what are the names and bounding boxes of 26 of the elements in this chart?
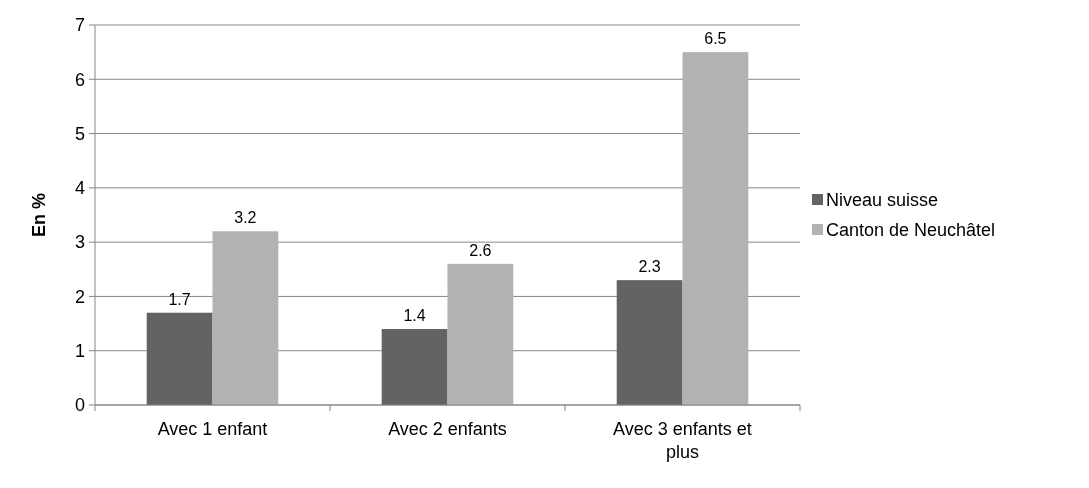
y-tick-label: 5 xyxy=(74,123,85,144)
data-label: 1.7 xyxy=(168,290,191,308)
x-tick-label: Avec 2 enfants xyxy=(388,419,507,439)
x-tick-label: Avec 3 enfants et plus xyxy=(613,419,752,462)
data-label: 6.5 xyxy=(704,30,727,48)
y-tick-label: 6 xyxy=(74,69,85,90)
bar xyxy=(212,231,279,405)
data-label: 2.3 xyxy=(638,258,661,276)
x-tick-label: Avec 1 enfant xyxy=(157,419,268,439)
legend-label: Niveau suisse xyxy=(826,190,939,210)
bar xyxy=(381,329,448,405)
legend-label: Canton de Neuchâtel xyxy=(826,220,996,240)
y-axis-title: En % xyxy=(29,192,49,238)
y-tick-label: 4 xyxy=(74,178,85,199)
y-tick-label: 0 xyxy=(74,395,85,416)
bar xyxy=(682,52,749,405)
bar xyxy=(616,280,683,405)
data-label: 3.2 xyxy=(234,209,257,227)
y-tick-label: 7 xyxy=(74,15,85,36)
bar xyxy=(146,312,213,405)
y-tick-label: 1 xyxy=(74,341,85,362)
data-label: 1.4 xyxy=(403,307,426,324)
data-label: 2.6 xyxy=(469,241,492,259)
bar xyxy=(447,263,514,405)
y-tick-label: 2 xyxy=(74,286,85,307)
y-tick-label: 3 xyxy=(74,232,85,253)
